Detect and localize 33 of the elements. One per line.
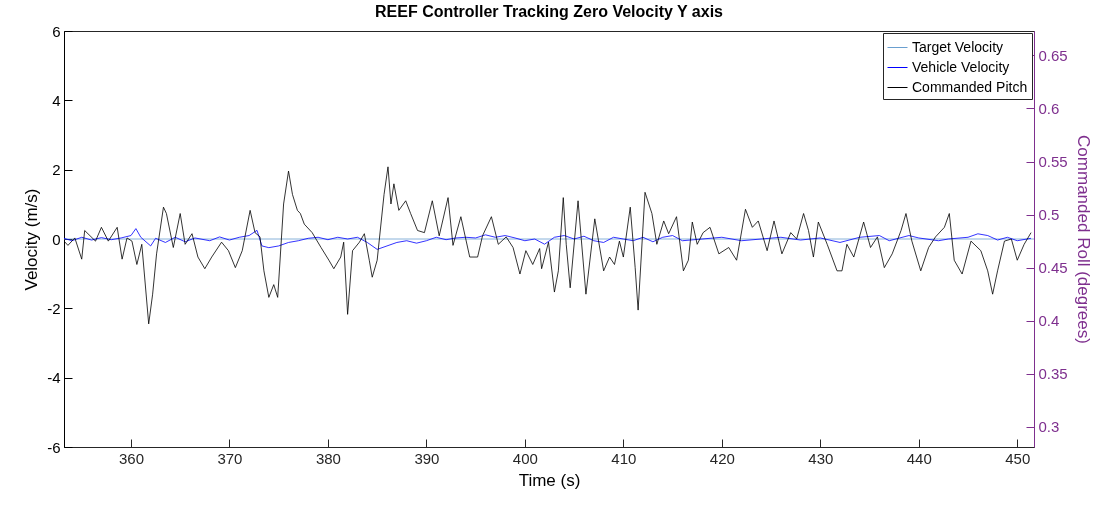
y-tick-label: -4 [47,369,61,387]
legend-label: Commanded Pitch [912,78,1028,95]
y2-tick-label: 0.45 [1038,259,1068,277]
x-tick-label: 360 [118,449,144,467]
y2-tick-label: 0.55 [1038,153,1068,171]
legend-label: Vehicle Velocity [912,58,1010,75]
x-tick-label: 440 [906,449,932,467]
x-tick-label: 400 [512,449,538,467]
y2-tick-label: 0.4 [1038,312,1060,330]
legend-label: Target Velocity [912,38,1004,55]
line-series [64,228,1032,250]
y-tick-label: 4 [52,91,61,109]
x-tick-label: 450 [1005,449,1031,467]
x-tick-label: 390 [414,449,440,467]
y2-tick-label: 0.5 [1038,206,1060,224]
y2-tick-label: 0.65 [1038,46,1068,64]
y2-tick-label: 0.3 [1038,418,1060,436]
x-tick-label: 430 [808,449,834,467]
y-tick-label: 0 [52,230,61,248]
chart-title: REEF Controller Tracking Zero Velocity Y axis [375,3,724,20]
y2-axis-title: Commanded Roll (degrees) [1073,135,1093,344]
y2-tick-label: 0.6 [1038,99,1060,117]
x-tick-label: 370 [217,449,243,467]
x-tick-label: 420 [709,449,735,467]
y-tick-label: -6 [47,438,61,456]
y-tick-label: 6 [52,22,61,40]
x-tick-label: 410 [611,449,637,467]
y2-tick-label: 0.35 [1038,365,1068,383]
y-tick-label: -2 [47,299,61,317]
x-tick-label: 380 [315,449,341,467]
x-axis-title: Time (s) [518,470,581,490]
y-axis-title: Velocity (m/s) [22,188,42,291]
y-tick-label: 2 [52,161,61,179]
